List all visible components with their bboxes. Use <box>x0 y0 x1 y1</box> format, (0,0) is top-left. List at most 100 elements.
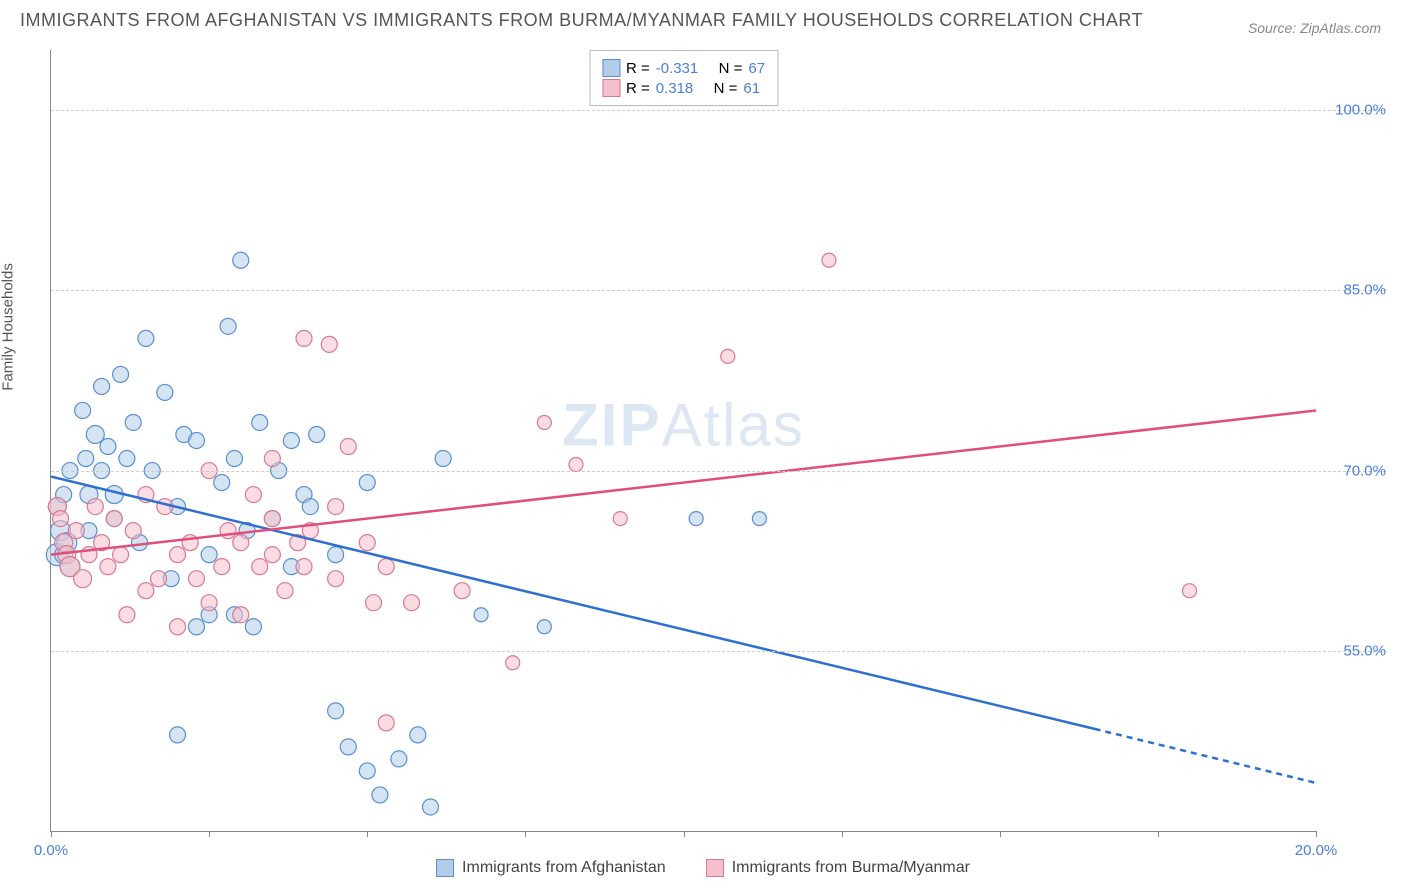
scatter-point <box>283 433 299 449</box>
scatter-point <box>264 547 280 563</box>
scatter-point <box>404 595 420 611</box>
y-axis-label: Family Households <box>0 263 17 391</box>
scatter-point <box>721 349 735 363</box>
scatter-point <box>391 751 407 767</box>
xtick <box>209 831 210 837</box>
scatter-point <box>309 426 325 442</box>
scatter-point <box>613 512 627 526</box>
scatter-point <box>689 512 703 526</box>
xtick <box>842 831 843 837</box>
scatter-point <box>151 571 167 587</box>
scatter-point <box>378 559 394 575</box>
scatter-point <box>296 330 312 346</box>
scatter-point <box>328 703 344 719</box>
ytick-label: 55.0% <box>1326 642 1386 659</box>
ytick-label: 100.0% <box>1326 102 1386 119</box>
scatter-point <box>328 499 344 515</box>
scatter-point <box>340 439 356 455</box>
scatter-point <box>75 402 91 418</box>
scatter-point <box>170 619 186 635</box>
scatter-point <box>435 451 451 467</box>
scatter-point <box>245 487 261 503</box>
gridline <box>51 110 1386 111</box>
scatter-point <box>52 511 68 527</box>
scatter-point <box>302 499 318 515</box>
ytick-label: 85.0% <box>1326 282 1386 299</box>
chart-title: IMMIGRANTS FROM AFGHANISTAN VS IMMIGRANT… <box>20 10 1143 31</box>
scatter-point <box>366 595 382 611</box>
scatter-point <box>359 763 375 779</box>
scatter-point <box>214 559 230 575</box>
scatter-point <box>125 523 141 539</box>
scatter-point <box>359 475 375 491</box>
scatter-point <box>537 415 551 429</box>
scatter-point <box>264 451 280 467</box>
scatter-point <box>113 547 129 563</box>
scatter-point <box>100 559 116 575</box>
scatter-point <box>74 570 92 588</box>
scatter-point <box>822 253 836 267</box>
scatter-point <box>378 715 394 731</box>
scatter-point <box>226 451 242 467</box>
legend-swatch-1 <box>706 859 724 877</box>
scatter-point <box>410 727 426 743</box>
legend-swatch-0 <box>436 859 454 877</box>
scatter-point <box>100 439 116 455</box>
xtick <box>367 831 368 837</box>
scatter-point <box>569 458 583 472</box>
legend-item-1: Immigrants from Burma/Myanmar <box>706 859 970 877</box>
gridline <box>51 290 1386 291</box>
scatter-point <box>113 366 129 382</box>
scatter-point <box>68 523 84 539</box>
scatter-point <box>296 559 312 575</box>
scatter-point <box>214 475 230 491</box>
scatter-point <box>252 414 268 430</box>
scatter-point <box>119 607 135 623</box>
plot-svg <box>51 50 1316 831</box>
scatter-point <box>277 583 293 599</box>
gridline <box>51 471 1386 472</box>
xtick <box>1316 831 1317 837</box>
xtick <box>684 831 685 837</box>
scatter-point <box>321 336 337 352</box>
scatter-point <box>423 799 439 815</box>
legend-label-0: Immigrants from Afghanistan <box>462 859 666 877</box>
xtick-label: 20.0% <box>1295 842 1338 859</box>
scatter-point <box>220 318 236 334</box>
scatter-point <box>78 451 94 467</box>
ytick-label: 70.0% <box>1326 462 1386 479</box>
scatter-point <box>188 433 204 449</box>
scatter-point <box>340 739 356 755</box>
xtick <box>1158 831 1159 837</box>
plot-area: ZIPAtlas R = -0.331 N = 67 R = 0.318 N =… <box>50 50 1316 832</box>
scatter-point <box>372 787 388 803</box>
scatter-point <box>328 547 344 563</box>
xtick <box>51 831 52 837</box>
source-text: Source: ZipAtlas.com <box>1248 20 1381 36</box>
xtick <box>1000 831 1001 837</box>
scatter-point <box>170 547 186 563</box>
scatter-point <box>119 451 135 467</box>
regression-line <box>51 410 1316 554</box>
scatter-point <box>94 378 110 394</box>
xtick <box>525 831 526 837</box>
scatter-point <box>201 547 217 563</box>
legend-series: Immigrants from Afghanistan Immigrants f… <box>436 859 970 877</box>
gridline <box>51 651 1386 652</box>
scatter-point <box>359 535 375 551</box>
scatter-point <box>170 727 186 743</box>
scatter-point <box>252 559 268 575</box>
scatter-point <box>264 511 280 527</box>
xtick-label: 0.0% <box>34 842 68 859</box>
scatter-point <box>157 384 173 400</box>
legend-label-1: Immigrants from Burma/Myanmar <box>732 859 970 877</box>
scatter-point <box>233 535 249 551</box>
scatter-point <box>138 583 154 599</box>
scatter-point <box>87 499 103 515</box>
scatter-point <box>1183 584 1197 598</box>
scatter-point <box>233 252 249 268</box>
scatter-point <box>245 619 261 635</box>
scatter-point <box>201 595 217 611</box>
scatter-point <box>125 414 141 430</box>
scatter-point <box>474 608 488 622</box>
